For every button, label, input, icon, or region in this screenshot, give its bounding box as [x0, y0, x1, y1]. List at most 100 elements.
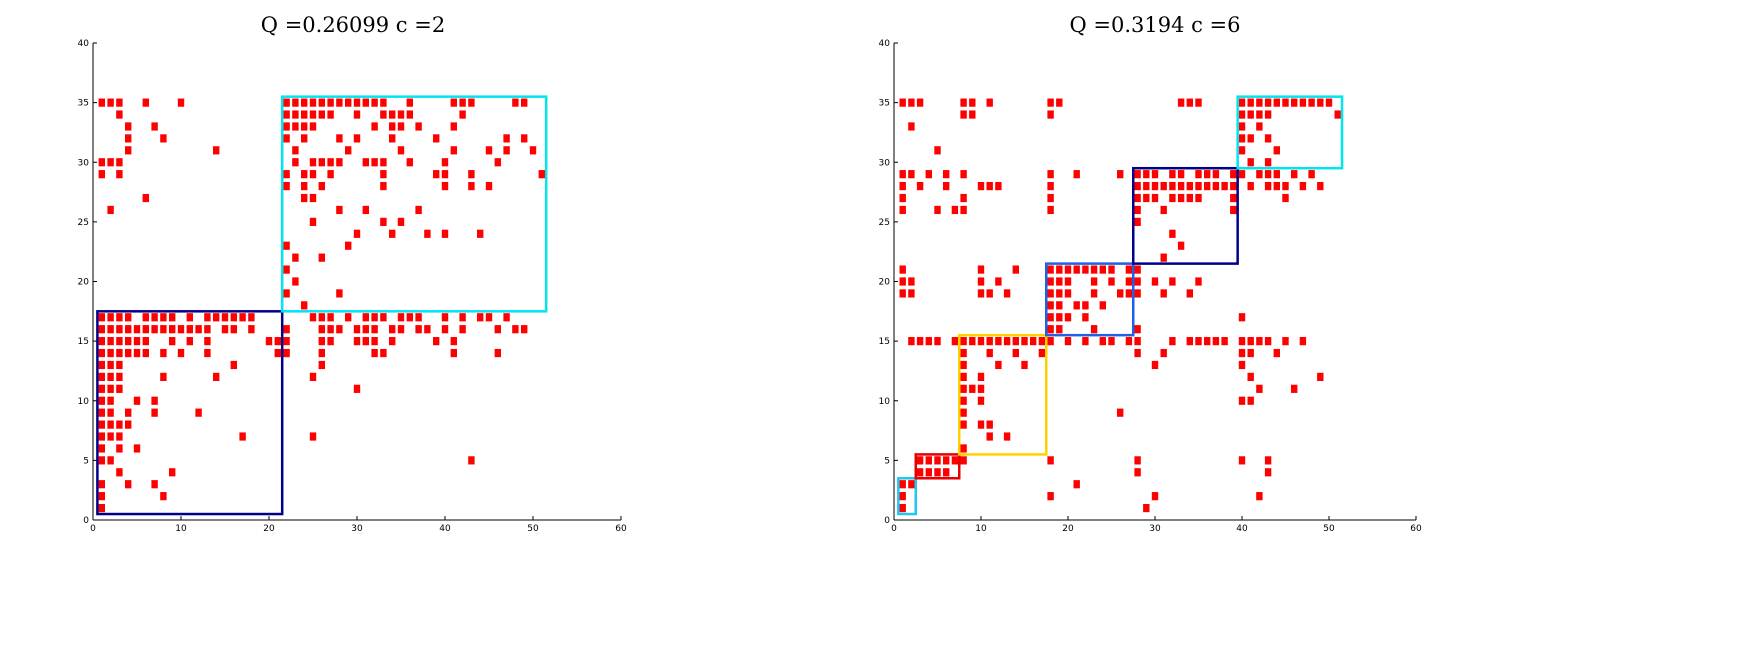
data-point	[468, 456, 475, 465]
data-point	[283, 289, 290, 298]
data-point	[380, 182, 387, 191]
data-point	[1264, 110, 1272, 119]
data-point	[1256, 110, 1263, 119]
data-point	[1021, 337, 1028, 346]
data-point	[433, 170, 440, 179]
data-point	[107, 325, 114, 334]
data-point	[960, 205, 967, 215]
data-point	[301, 134, 308, 143]
data-point	[503, 146, 510, 155]
data-point	[1212, 182, 1220, 191]
data-point	[380, 98, 387, 107]
data-point	[1099, 301, 1106, 310]
data-point	[151, 396, 158, 405]
data-point	[1003, 432, 1011, 441]
data-point	[1099, 265, 1106, 274]
data-point	[951, 337, 959, 346]
data-point	[1160, 253, 1167, 262]
data-point	[1047, 337, 1054, 346]
data-point	[98, 420, 105, 429]
data-point	[353, 134, 361, 143]
data-point	[441, 313, 449, 322]
y-tick-label: 40	[78, 39, 90, 49]
data-point	[459, 325, 466, 334]
data-point	[908, 480, 915, 489]
data-point	[309, 313, 317, 322]
y-tick-label: 20	[78, 278, 90, 288]
data-point	[1160, 182, 1167, 191]
data-point	[943, 170, 950, 179]
data-point	[1238, 396, 1246, 405]
data-point	[1108, 277, 1115, 286]
data-point	[1125, 289, 1133, 298]
data-point	[186, 337, 193, 346]
data-point	[116, 420, 123, 429]
data-point	[107, 396, 114, 405]
data-point	[142, 337, 149, 346]
data-point	[98, 337, 105, 346]
data-point	[1073, 480, 1080, 489]
data-point	[107, 313, 114, 322]
data-point	[107, 456, 114, 465]
data-point	[512, 98, 519, 107]
y-tick-label: 5	[83, 456, 89, 466]
data-point	[371, 337, 378, 346]
data-point	[301, 110, 308, 119]
data-point	[1238, 360, 1246, 370]
data-point	[1238, 98, 1246, 107]
data-point	[1056, 301, 1063, 310]
data-point	[151, 122, 158, 131]
data-point	[318, 253, 325, 262]
data-point	[1021, 360, 1028, 370]
data-point	[309, 122, 317, 131]
data-point	[98, 170, 105, 179]
data-point	[485, 313, 493, 322]
data-point	[1177, 193, 1185, 203]
data-point	[151, 480, 158, 489]
data-point	[415, 205, 422, 215]
community-box-4	[1045, 262, 1135, 337]
data-point	[1247, 110, 1254, 119]
data-point	[951, 456, 959, 465]
data-point	[943, 468, 950, 477]
data-point	[960, 384, 967, 393]
data-point	[977, 265, 985, 274]
data-point	[1047, 182, 1054, 191]
data-point	[213, 372, 220, 381]
data-point	[125, 313, 132, 322]
data-point	[151, 408, 158, 417]
data-point	[301, 122, 308, 131]
data-point	[1169, 182, 1176, 191]
data-point	[397, 313, 405, 322]
data-point	[1134, 337, 1141, 346]
data-point	[116, 158, 123, 167]
data-point	[248, 313, 255, 322]
data-point	[415, 122, 422, 131]
data-point	[345, 146, 352, 155]
data-point	[1264, 182, 1272, 191]
data-point	[459, 313, 466, 322]
data-point	[925, 468, 932, 477]
data-point	[98, 158, 105, 167]
data-point	[1151, 277, 1159, 286]
data-point	[899, 265, 906, 274]
data-point	[1047, 289, 1054, 298]
data-point	[512, 325, 519, 334]
data-point	[1056, 313, 1063, 322]
data-point	[485, 146, 493, 155]
data-point	[977, 182, 985, 191]
data-point	[1108, 265, 1115, 274]
data-point	[1291, 384, 1298, 393]
data-point	[1282, 193, 1289, 203]
data-point	[1273, 182, 1280, 191]
data-point	[362, 205, 369, 215]
data-point	[107, 432, 114, 441]
community-box-2	[280, 95, 548, 313]
data-point	[116, 337, 123, 346]
data-point	[1264, 337, 1272, 346]
data-point	[1073, 265, 1080, 274]
data-point	[380, 348, 387, 358]
data-point	[309, 110, 317, 119]
data-point	[1056, 325, 1063, 334]
data-point	[1047, 313, 1054, 322]
